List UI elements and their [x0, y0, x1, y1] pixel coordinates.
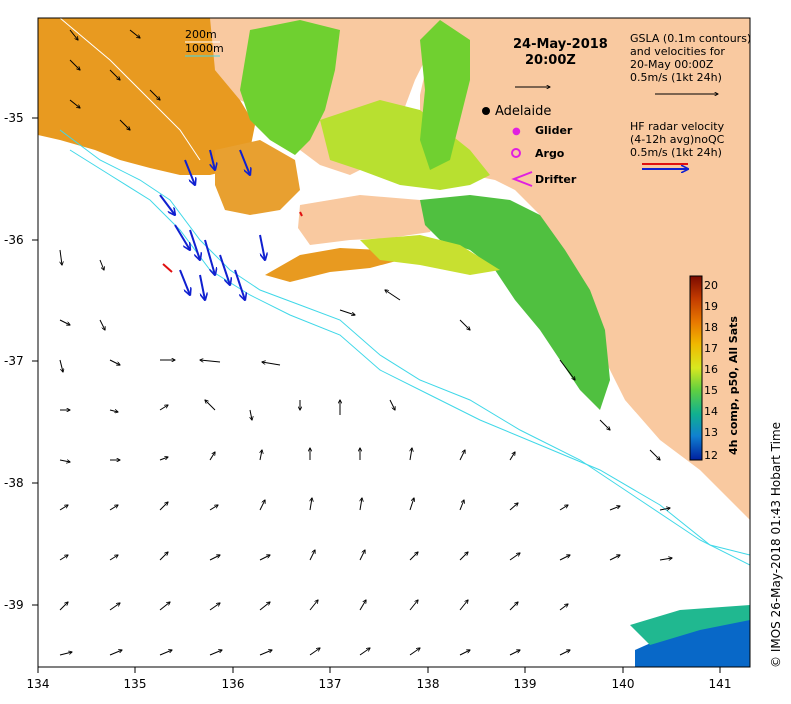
contour-legend-200m: 200m — [185, 28, 217, 41]
hf-radar-legend: HF radar velocity (4-12h avg)noQC 0.5m/s… — [630, 120, 725, 169]
y-tick-label: -39 — [4, 598, 24, 612]
land-kangaroo-island — [298, 195, 440, 245]
gsla-contour-line — [59, 18, 201, 161]
argo-marker-icon — [511, 148, 521, 158]
glider-marker-icon: ● — [512, 126, 521, 137]
drifter-track — [162, 263, 173, 273]
time-label: 20:00Z — [525, 53, 576, 68]
drifter-marker-icon — [511, 171, 533, 187]
colorbar-tick: 13 — [704, 426, 718, 439]
colorbar-tick: 20 — [704, 279, 718, 292]
colorbar-tick: 12 — [704, 449, 718, 462]
gsla-legend-line: 0.5m/s (1kt 24h) — [630, 71, 722, 84]
sst-cool-southeast — [635, 615, 750, 667]
map-frame — [37, 17, 751, 668]
gsla-legend-line: GSLA (0.1m contours) — [630, 32, 751, 45]
x-tick-label: 134 — [27, 677, 50, 691]
colorbar-tick: 16 — [704, 363, 718, 376]
sst-teal-southeast — [630, 605, 750, 645]
y-tick-label: -37 — [4, 354, 24, 368]
colorbar-tick: 14 — [704, 405, 718, 418]
contour-200m — [59, 129, 750, 566]
sst-orange-gulf — [215, 140, 300, 215]
sst-green-spencer — [240, 20, 340, 155]
x-axis: 134 135 136 137 138 139 140 141 — [27, 667, 732, 691]
x-tick-label: 136 — [222, 677, 245, 691]
sst-green-coast — [420, 195, 610, 410]
legend-drifter-label: Drifter — [535, 173, 577, 186]
y-axis: -35 -36 -37 -38 -39 — [4, 111, 38, 612]
colorbar: 20 19 18 17 16 15 14 13 12 4h comp, p50,… — [689, 275, 740, 462]
contour-1000m — [69, 149, 750, 556]
legend-glider-label: Glider — [535, 124, 573, 137]
sst-orange-south — [265, 248, 400, 282]
place-label-adelaide: Adelaide — [495, 104, 551, 119]
adelaide-marker-icon — [482, 107, 490, 115]
sst-yellow-shelf — [360, 235, 500, 275]
colorbar-gradient — [689, 275, 703, 461]
colorbar-tick: 18 — [704, 321, 718, 334]
colorbar-tick: 17 — [704, 342, 718, 355]
sst-green-lake — [420, 20, 470, 170]
x-tick-label: 138 — [417, 677, 440, 691]
y-tick-label: -36 — [4, 233, 24, 247]
x-tick-label: 140 — [612, 677, 635, 691]
hf-legend-line: 0.5m/s (1kt 24h) — [630, 146, 722, 159]
colorbar-label: 4h comp, p50, All Sats — [727, 316, 740, 455]
x-tick-label: 141 — [709, 677, 732, 691]
sst-yellowgreen-gulf — [320, 100, 490, 190]
x-tick-label: 139 — [514, 677, 537, 691]
x-tick-label: 135 — [124, 677, 147, 691]
gsla-legend-line: 20-May 00:00Z — [630, 58, 714, 71]
date-label: 24-May-2018 — [513, 37, 608, 52]
hf-radar-vectors — [159, 149, 265, 300]
colorbar-tick: 19 — [704, 300, 718, 313]
y-tick-label: -35 — [4, 111, 24, 125]
credit-label: © IMOS 26-May-2018 01:43 Hobart Time — [769, 422, 783, 668]
colorbar-tick: 15 — [704, 384, 718, 397]
gsla-velocity-vectors — [59, 29, 672, 656]
gsla-legend: GSLA (0.1m contours) and velocities for … — [630, 32, 751, 94]
drifter-track — [299, 211, 303, 217]
x-tick-label: 137 — [319, 677, 342, 691]
contour-legend-1000m: 1000m — [185, 42, 224, 55]
gsla-legend-line: and velocities for — [630, 45, 725, 58]
legend-argo-label: Argo — [535, 147, 565, 160]
y-tick-label: -38 — [4, 476, 24, 490]
hf-legend-line: HF radar velocity — [630, 120, 725, 133]
hf-legend-line: (4-12h avg)noQC — [630, 133, 725, 146]
